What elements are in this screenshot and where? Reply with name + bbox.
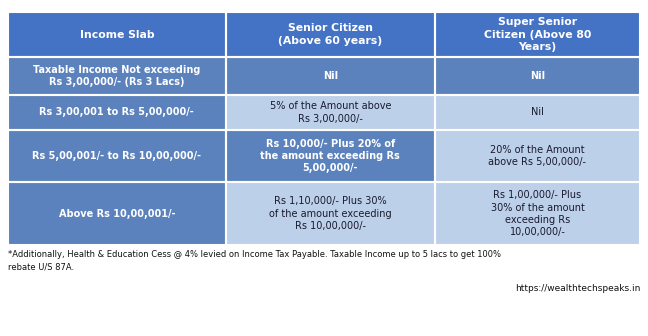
- Text: https://wealthtechspeaks.in: https://wealthtechspeaks.in: [515, 284, 640, 293]
- Bar: [8, 12, 226, 57]
- Text: Rs 3,00,001 to Rs 5,00,000/-: Rs 3,00,001 to Rs 5,00,000/-: [40, 108, 194, 117]
- Text: 20% of the Amount
above Rs 5,00,000/-: 20% of the Amount above Rs 5,00,000/-: [489, 145, 586, 167]
- Bar: [8, 182, 226, 245]
- Bar: [8, 130, 226, 182]
- Text: Rs 5,00,001/- to Rs 10,00,000/-: Rs 5,00,001/- to Rs 10,00,000/-: [32, 151, 202, 161]
- Bar: [8, 57, 226, 95]
- Bar: [435, 130, 640, 182]
- Text: 5% of the Amount above
Rs 3,00,000/-: 5% of the Amount above Rs 3,00,000/-: [270, 101, 391, 124]
- Text: Senior Citizen
(Above 60 years): Senior Citizen (Above 60 years): [278, 23, 382, 46]
- Text: Super Senior
Citizen (Above 80
Years): Super Senior Citizen (Above 80 Years): [484, 17, 591, 52]
- Text: *Additionally, Health & Education Cess @ 4% levied on Income Tax Payable. Taxabl: *Additionally, Health & Education Cess @…: [8, 250, 501, 271]
- Bar: [226, 95, 435, 130]
- Text: Rs 10,000/- Plus 20% of
the amount exceeding Rs
5,00,000/-: Rs 10,000/- Plus 20% of the amount excee…: [260, 138, 400, 173]
- Bar: [226, 182, 435, 245]
- Bar: [226, 57, 435, 95]
- Text: Nil: Nil: [530, 71, 545, 81]
- Bar: [435, 12, 640, 57]
- Text: Nil: Nil: [531, 108, 544, 117]
- Bar: [435, 57, 640, 95]
- Text: Nil: Nil: [323, 71, 338, 81]
- Bar: [226, 12, 435, 57]
- Bar: [435, 95, 640, 130]
- Bar: [8, 95, 226, 130]
- Bar: [226, 130, 435, 182]
- Text: Above Rs 10,00,001/-: Above Rs 10,00,001/-: [58, 209, 175, 219]
- Text: Taxable Income Not exceeding
Rs 3,00,000/- (Rs 3 Lacs): Taxable Income Not exceeding Rs 3,00,000…: [33, 65, 201, 87]
- Text: Income Slab: Income Slab: [80, 30, 154, 40]
- Text: Rs 1,00,000/- Plus
30% of the amount
exceeding Rs
10,00,000/-: Rs 1,00,000/- Plus 30% of the amount exc…: [491, 190, 584, 237]
- Text: Rs 1,10,000/- Plus 30%
of the amount exceeding
Rs 10,00,000/-: Rs 1,10,000/- Plus 30% of the amount exc…: [269, 196, 391, 231]
- Bar: [435, 182, 640, 245]
